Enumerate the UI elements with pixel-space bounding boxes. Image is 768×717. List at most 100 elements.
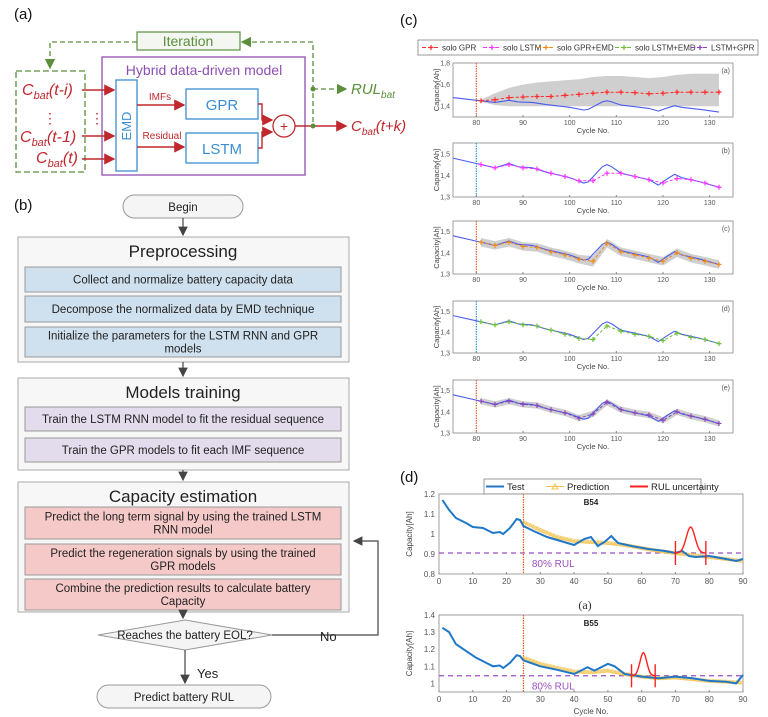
prediction-point — [538, 527, 543, 532]
prediction-point — [521, 519, 526, 524]
prediction-point — [576, 335, 582, 341]
prediction-point — [660, 417, 666, 423]
panel-label-d: (d) — [400, 469, 418, 486]
y-tick-label: 1,4 — [440, 104, 450, 111]
prediction-point — [632, 331, 638, 337]
prediction-point — [632, 173, 638, 179]
x-tick-label: 10 — [468, 695, 477, 704]
x-tick-label: 90 — [519, 277, 527, 284]
prediction-point — [595, 669, 600, 674]
subplot-tag: (a) — [721, 68, 730, 75]
prediction-point — [605, 668, 610, 673]
prediction-point — [506, 398, 512, 404]
subplot-B55: 80% RUL 0 10 20 30 40 50 60 70 80 90 1 1.1 1.2 1.3 1.4 C… — [405, 611, 748, 716]
prediction-point — [646, 255, 652, 261]
prediction-line — [480, 241, 720, 265]
section-title: Models training — [125, 383, 240, 402]
prediction-point — [520, 165, 526, 171]
prediction-point — [646, 91, 652, 97]
process-step — [24, 295, 342, 323]
prediction-point — [520, 243, 526, 249]
x-tick-label: 100 — [564, 356, 576, 363]
prediction-point — [534, 323, 540, 329]
subplot-tag: (b) — [721, 148, 730, 155]
hybrid-model-title: Hybrid data-driven model — [126, 62, 282, 78]
input-window-box — [15, 70, 86, 173]
y-tick-label: 1,5 — [440, 229, 450, 236]
prediction-point — [534, 402, 540, 408]
x-tick-label: 130 — [704, 120, 716, 127]
prediction-point — [646, 333, 652, 339]
prediction-point — [604, 240, 610, 246]
threshold-label: 80% RUL — [532, 559, 575, 570]
gpr-box — [185, 88, 259, 120]
process-step — [24, 437, 342, 463]
prediction-point — [585, 670, 590, 674]
legend-marker — [551, 483, 559, 490]
y-tick-label: 1,6 — [440, 82, 450, 89]
prediction-point — [612, 541, 617, 546]
x-axis-label: Cycle No. — [577, 442, 610, 451]
diagram-a: (a) Iteration Hybrid data-driven model C… — [14, 6, 406, 176]
x-tick-label: 80 — [472, 200, 480, 207]
imfs-label: IMFs — [149, 92, 171, 103]
process-step-text: GPR models — [150, 561, 215, 573]
prediction-point — [565, 537, 570, 541]
prediction-point — [618, 407, 624, 413]
gpr-to-sum-arrow — [258, 103, 274, 126]
test-line — [452, 157, 720, 188]
x-tick-label: 0 — [437, 577, 442, 586]
prediction-point — [674, 330, 680, 336]
test-line — [441, 499, 744, 563]
prediction-point — [478, 319, 484, 325]
prediction-point — [561, 536, 566, 541]
legend-label: solo LSTM+EMD — [635, 44, 696, 53]
legend-label: Prediction — [567, 482, 609, 493]
plus-label: + — [280, 118, 288, 134]
prediction-point — [534, 526, 539, 530]
prediction-point — [548, 249, 554, 255]
y-tick-label: 1,5 — [440, 309, 450, 316]
x-axis-label: Cycle No. — [574, 707, 609, 716]
prediction-point — [605, 540, 610, 545]
prediction-point — [562, 173, 568, 179]
yes-label: Yes — [197, 666, 219, 681]
x-tick-label: 120 — [657, 356, 669, 363]
y-axis-label: Capacity[Ah] — [432, 149, 441, 192]
test-line — [452, 315, 720, 345]
legend-label: solo LSTM — [503, 44, 542, 53]
plot-area — [452, 300, 734, 354]
rul-uncertainty-curve — [675, 526, 706, 554]
y-tick-label: 1,3 — [440, 431, 450, 438]
x-tick-label: 110 — [611, 200, 622, 207]
prediction-point — [588, 539, 594, 544]
y-axis-label: Capacity[Ah] — [432, 306, 441, 349]
prediction-point — [602, 668, 607, 673]
prediction-point — [618, 328, 624, 334]
prediction-point — [524, 656, 529, 661]
prediction-point — [548, 407, 554, 413]
x-tick-label: 70 — [671, 695, 680, 704]
y-tick-label: 1,8 — [440, 61, 450, 68]
legend-marker — [489, 45, 495, 50]
prediction-point — [716, 184, 722, 190]
x-tick-label: 80 — [472, 436, 480, 443]
x-tick-label: 40 — [570, 577, 579, 586]
prediction-point — [541, 529, 546, 533]
prediction-point — [674, 409, 680, 415]
x-tick-label: 120 — [657, 436, 669, 443]
process-step — [24, 543, 342, 576]
prediction-point — [688, 255, 694, 261]
x-tick-label: 60 — [637, 695, 646, 704]
lstm-to-sum-arrow — [258, 126, 274, 149]
y-tick-label: 0.8 — [424, 570, 436, 579]
prediction-point — [528, 523, 533, 527]
prediction-point — [585, 539, 590, 544]
prediction-point — [716, 89, 722, 95]
prediction-point — [492, 165, 498, 171]
arrow-ellipsis: ⋮ — [90, 110, 104, 126]
emd-label: EMD — [119, 112, 134, 141]
prediction-point — [541, 662, 546, 667]
